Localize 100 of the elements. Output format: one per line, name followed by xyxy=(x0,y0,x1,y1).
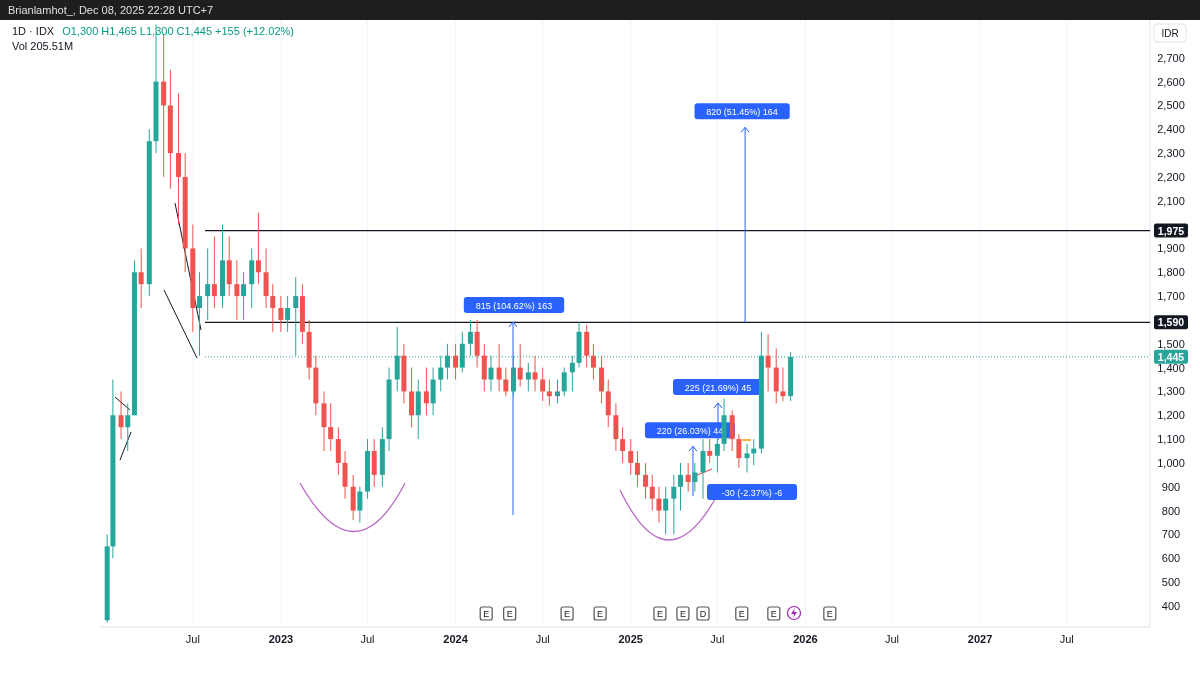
candlestick xyxy=(555,379,561,404)
candlestick xyxy=(503,367,509,397)
y-tick-label: 1,300 xyxy=(1157,385,1185,398)
candlestick xyxy=(613,402,619,452)
annotation: E xyxy=(679,609,686,619)
candlestick xyxy=(270,283,276,333)
y-tick-label: 1,000 xyxy=(1157,456,1185,469)
y-tick-label: 2,100 xyxy=(1157,194,1185,207)
annotation: E xyxy=(483,609,490,619)
annotation: E xyxy=(597,609,604,619)
chart-title: 1D · IDX xyxy=(12,25,55,37)
candlestick xyxy=(628,438,634,476)
candlestick xyxy=(643,462,649,500)
candlestick xyxy=(328,402,334,452)
event-badge: E xyxy=(503,606,517,621)
y-tick-label: 600 xyxy=(1161,552,1181,565)
candlestick xyxy=(773,348,779,404)
candlestick xyxy=(590,343,596,381)
candlestick xyxy=(685,462,691,493)
candlestick xyxy=(561,367,567,397)
candlestick xyxy=(263,247,269,309)
candlestick xyxy=(780,367,786,402)
candlestick xyxy=(692,462,698,493)
candlestick xyxy=(357,486,363,524)
candlestick xyxy=(729,409,735,452)
x-tick-label: Jul xyxy=(710,633,725,645)
candlestick xyxy=(423,367,429,416)
y-tick-label: 1,700 xyxy=(1157,290,1185,303)
chart-subtitle: O1,300 H1,465 L1,300 C1,445 +155 (+12.02%) xyxy=(62,25,294,37)
annotation: E xyxy=(564,609,571,619)
candlestick xyxy=(634,450,640,488)
candlestick xyxy=(700,438,706,500)
candlestick xyxy=(605,379,611,428)
x-tick-label: 2026 xyxy=(793,633,818,645)
ref-line-label: 1,445 xyxy=(1157,350,1185,363)
candlestick xyxy=(540,367,546,402)
y-tick-label: 900 xyxy=(1161,480,1181,493)
annotation: 220 (26.03%) 44 xyxy=(656,425,724,436)
event-badge: E xyxy=(479,606,493,621)
y-tick-label: 2,400 xyxy=(1157,123,1185,136)
x-tick-label: Jul xyxy=(185,633,200,645)
candlestick xyxy=(335,426,341,476)
candlestick xyxy=(620,426,626,464)
event-badge: E xyxy=(735,606,749,621)
candlestick xyxy=(205,247,211,321)
candlestick xyxy=(765,333,771,392)
candlestick xyxy=(584,324,590,369)
y-axis-title: IDR xyxy=(1161,28,1179,39)
x-tick-label: Jul xyxy=(360,633,375,645)
event-badge: E xyxy=(823,606,837,621)
candlestick xyxy=(371,438,377,488)
candlestick xyxy=(496,343,502,392)
y-tick-label: 800 xyxy=(1161,504,1181,517)
y-tick-label: 1,400 xyxy=(1157,361,1185,374)
y-tick-label: 2,600 xyxy=(1157,75,1185,88)
candlestick xyxy=(234,259,240,321)
candlestick xyxy=(481,343,487,392)
candlestick xyxy=(125,402,131,452)
annotation: E xyxy=(770,609,777,619)
candlestick xyxy=(197,271,203,357)
candlestick xyxy=(467,319,473,357)
candlestick xyxy=(744,443,750,473)
annotation: 820 (51.45%) 164 xyxy=(706,106,778,117)
event-badge: E xyxy=(593,606,607,621)
ref-line-label: 1,590 xyxy=(1157,316,1185,329)
y-tick-label: 2,700 xyxy=(1157,51,1185,64)
measure-tag: 820 (51.45%) 164 xyxy=(694,103,790,120)
candlestick xyxy=(175,93,181,226)
candlestick xyxy=(255,212,261,285)
candlestick xyxy=(241,271,247,321)
annotation: -30 (-2.37%) -6 xyxy=(721,487,783,498)
measure-tag: 815 (104.62%) 163 xyxy=(463,297,565,313)
x-tick-label: 2027 xyxy=(967,633,993,645)
y-tick-label: 2,300 xyxy=(1157,147,1185,160)
y-tick-label: 500 xyxy=(1161,576,1181,589)
annotation: 225 (21.69%) 45 xyxy=(684,382,752,393)
y-tick-label: 2,200 xyxy=(1157,170,1185,183)
measure-tag: -30 (-2.37%) -6 xyxy=(707,484,797,500)
candlestick xyxy=(350,474,356,521)
x-tick-label: 2024 xyxy=(443,633,469,645)
candlestick xyxy=(671,474,677,535)
y-tick-label: 400 xyxy=(1161,599,1181,612)
candlestick xyxy=(517,343,523,388)
y-tick-label: 700 xyxy=(1161,528,1181,541)
candlestick xyxy=(707,438,713,464)
text: Vol 205.51M xyxy=(12,40,74,52)
event-badge: D xyxy=(696,606,710,621)
y-tick-label: 1,100 xyxy=(1157,433,1185,446)
candlestick xyxy=(532,355,538,392)
candlestick xyxy=(678,462,684,512)
annotation: E xyxy=(738,609,745,619)
ref-line-label: 1,975 xyxy=(1157,224,1185,237)
candlestick xyxy=(736,433,742,469)
event-badge: E xyxy=(560,606,574,621)
candlestick xyxy=(285,295,291,333)
candlestick xyxy=(430,367,436,416)
candlestick xyxy=(278,295,284,333)
candlestick xyxy=(211,236,217,309)
annotation: E xyxy=(656,609,663,619)
event-badge: E xyxy=(767,606,781,621)
